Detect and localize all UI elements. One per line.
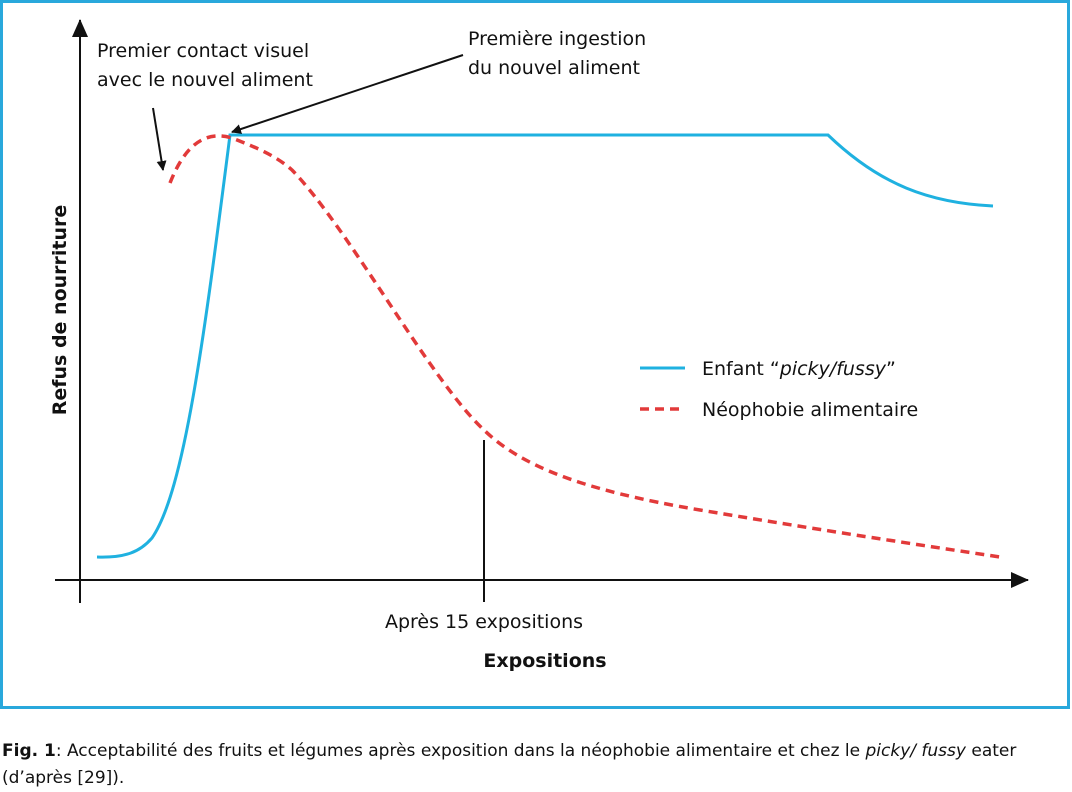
annotation-arrow	[152, 107, 167, 171]
caption-text: : Acceptabilité des fruits et légumes ap…	[55, 741, 866, 761]
annotation: Première ingestion	[468, 28, 646, 50]
caption: Fig. 1: Acceptabilité des fruits et légu…	[2, 738, 1068, 792]
caption-text: picky/ fussy	[865, 741, 966, 761]
x-axis-label: Expositions	[483, 650, 606, 672]
figure: Premier contact visuel avec le nouvel al…	[0, 0, 1070, 709]
marker-label: Après 15 expositions	[385, 611, 583, 633]
frame	[0, 0, 1070, 709]
annotation: Premier contact visuel	[97, 40, 309, 62]
legend-entry: Enfant “picky/fussy”	[702, 358, 896, 380]
annotation-arrow	[231, 54, 464, 134]
annotation: du nouvel aliment	[468, 57, 640, 79]
neophobia-curve	[168, 134, 1001, 559]
annotation: avec le nouvel aliment	[97, 69, 313, 91]
y-axis-label: Refus de nourriture	[49, 205, 71, 416]
caption-label: Fig. 1	[2, 741, 56, 761]
picky-curve	[96, 133, 994, 559]
legend-entry: Néophobie alimentaire	[702, 399, 918, 421]
